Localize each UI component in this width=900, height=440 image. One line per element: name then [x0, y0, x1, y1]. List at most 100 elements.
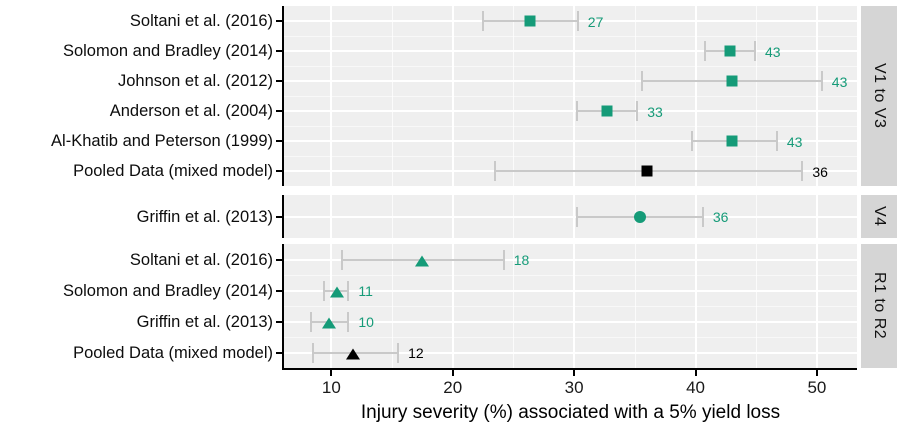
- point-marker-square: [524, 15, 536, 27]
- y-axis-tick: [276, 289, 282, 292]
- error-bar-cap-lower: [494, 161, 497, 181]
- gridline-major-horizontal: [284, 80, 857, 82]
- x-tick-label: 20: [443, 378, 463, 397]
- gridline-minor-horizontal: [284, 126, 857, 127]
- gridline-major-horizontal: [284, 140, 857, 142]
- x-tick-label: 10: [321, 378, 341, 397]
- error-bar-cap-upper: [820, 71, 823, 91]
- facet-panel-v4: [284, 195, 857, 238]
- y-axis-tick: [276, 20, 282, 22]
- facet-strip: V1 to V3: [861, 6, 897, 186]
- point-marker-square: [726, 135, 738, 147]
- error-bar-cap-upper: [347, 311, 350, 332]
- facet-strip: V4: [861, 195, 897, 238]
- y-axis-tick: [276, 80, 282, 82]
- error-bar-cap-lower: [641, 71, 644, 91]
- point-marker-square: [726, 75, 738, 87]
- x-tick-label: 30: [564, 378, 584, 397]
- x-tick-label: 40: [686, 378, 705, 397]
- y-axis-tick: [276, 140, 282, 142]
- error-bar-cap-upper: [576, 11, 579, 31]
- study-label: Al-Khatib and Peterson (1999): [51, 131, 273, 150]
- facet-strip-label: R1 to R2: [871, 272, 888, 340]
- facet-strip-label: V4: [871, 206, 888, 227]
- error-bar-cap-lower: [309, 311, 312, 332]
- x-axis-tick: [451, 370, 454, 376]
- error-bar-cap-upper: [775, 131, 778, 151]
- estimate-label: 11: [358, 283, 373, 299]
- x-axis-tick: [815, 370, 818, 376]
- gridline-minor-horizontal: [284, 275, 857, 276]
- error-bar-cap-upper: [801, 161, 804, 181]
- x-axis-tick: [573, 370, 576, 376]
- point-marker-triangle: [415, 255, 430, 266]
- estimate-label: 12: [408, 345, 424, 361]
- y-axis-tick: [276, 351, 282, 354]
- gridline-minor-horizontal: [284, 306, 857, 307]
- point-marker-square: [641, 165, 653, 177]
- estimate-label: 33: [647, 103, 663, 120]
- point-marker-triangle: [321, 317, 336, 328]
- gridline-minor-horizontal: [284, 66, 857, 67]
- study-label: Solomon and Bradley (2014): [62, 41, 273, 60]
- error-bar-cap-lower: [575, 101, 578, 121]
- study-label: Griffin et al. (2013): [136, 207, 273, 226]
- x-axis-line: [282, 368, 857, 370]
- y-axis-line: [282, 6, 284, 186]
- study-label: Soltani et al. (2016): [129, 11, 273, 30]
- estimate-label: 18: [513, 252, 530, 268]
- study-label: Pooled Data (mixed model): [73, 343, 273, 362]
- facet-strip-label: V1 to V3: [871, 63, 888, 129]
- gridline-major-horizontal: [284, 289, 857, 292]
- error-bar-cap-lower: [341, 249, 344, 270]
- gridline-major-horizontal: [284, 258, 857, 261]
- point-marker-triangle: [346, 348, 361, 359]
- gridline-major-horizontal: [284, 351, 857, 354]
- estimate-label: 43: [765, 43, 781, 60]
- study-label: Pooled Data (mixed model): [73, 161, 273, 180]
- study-label: Soltani et al. (2016): [129, 250, 273, 269]
- error-bar-cap-lower: [575, 206, 578, 227]
- gridline-minor-horizontal: [284, 96, 857, 97]
- x-tick-label: 50: [807, 378, 827, 397]
- error-bar-cap-upper: [636, 101, 639, 121]
- gridline-minor-horizontal: [284, 337, 857, 338]
- error-bar-cap-upper: [502, 249, 505, 270]
- y-axis-tick: [276, 215, 282, 218]
- estimate-label: 43: [786, 133, 803, 150]
- error-bar-cap-lower: [690, 131, 693, 151]
- facet-panel-r1-to-r2: [284, 244, 857, 368]
- error-bar-cap-lower: [312, 342, 315, 363]
- study-label: Anderson et al. (2004): [109, 101, 273, 120]
- error-bar-cap-upper: [701, 206, 704, 227]
- estimate-label: 27: [587, 13, 604, 30]
- study-label: Griffin et al. (2013): [136, 312, 273, 331]
- y-axis-tick: [276, 170, 282, 172]
- error-bar-cap-lower: [482, 11, 485, 31]
- study-label: Johnson et al. (2012): [117, 71, 273, 90]
- point-marker-square: [724, 45, 736, 57]
- error-bar-cap-upper: [397, 342, 400, 363]
- x-axis-title: Injury severity (%) associated with a 5%…: [360, 402, 781, 423]
- facet-strip: R1 to R2: [861, 244, 897, 368]
- estimate-label: 36: [812, 163, 828, 180]
- error-bar-cap-upper: [754, 41, 757, 61]
- estimate-label: 36: [712, 209, 729, 225]
- y-axis-tick: [276, 110, 282, 112]
- y-axis-line: [282, 195, 284, 238]
- y-axis-tick: [276, 258, 282, 261]
- estimate-label: 43: [831, 73, 848, 90]
- point-marker-triangle: [330, 286, 345, 297]
- gridline-minor-horizontal: [284, 36, 857, 37]
- y-axis-line: [282, 244, 284, 368]
- gridline-major-horizontal: [284, 50, 857, 52]
- gridline-minor-horizontal: [284, 156, 857, 157]
- estimate-label: 10: [358, 314, 374, 330]
- x-axis-tick: [330, 370, 333, 376]
- y-axis-tick: [276, 320, 282, 323]
- gridline-major-horizontal: [284, 215, 857, 218]
- gridline-major-horizontal: [284, 320, 857, 323]
- error-bar-cap-lower: [704, 41, 707, 61]
- study-label: Solomon and Bradley (2014): [62, 281, 273, 300]
